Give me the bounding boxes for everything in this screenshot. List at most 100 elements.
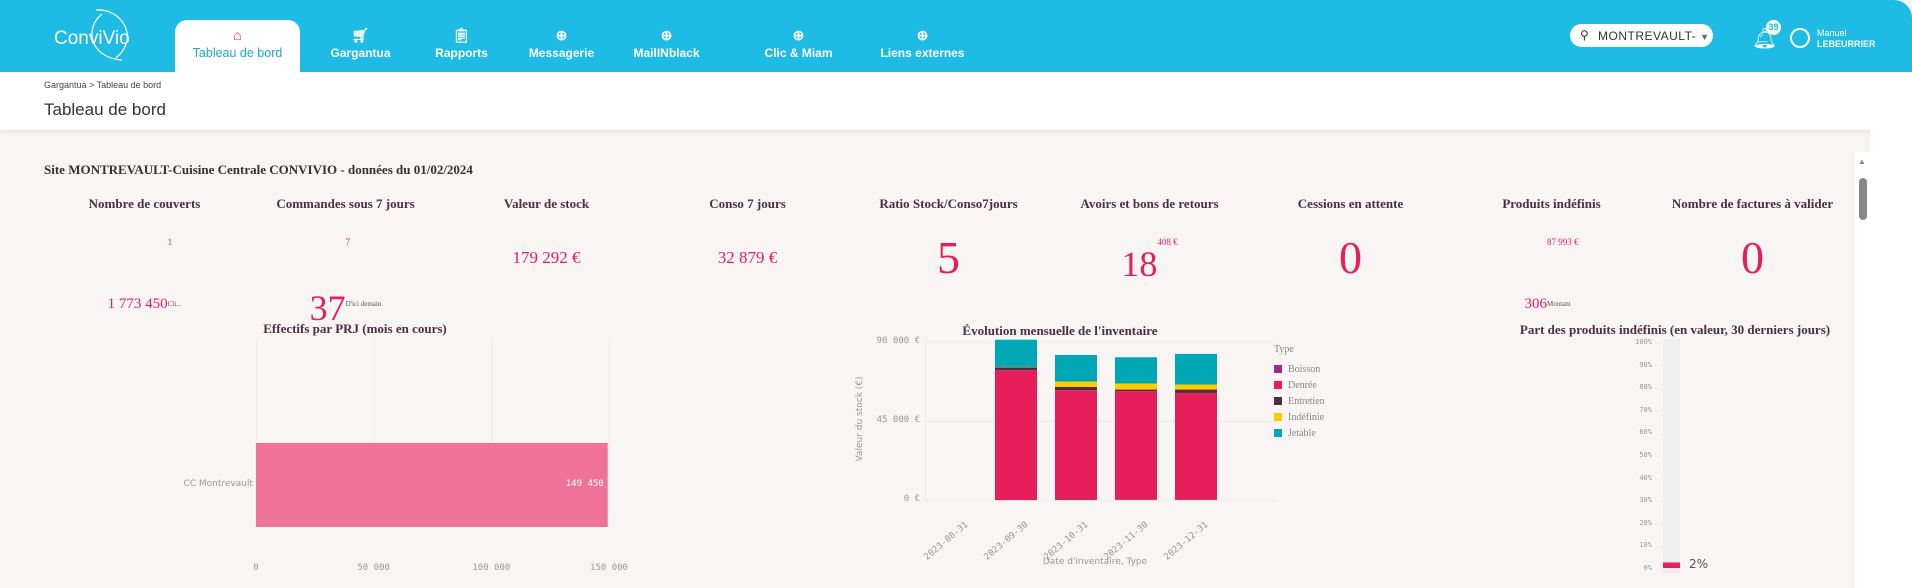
bar-segment-denrée — [995, 370, 1037, 500]
tick — [1655, 456, 1661, 457]
kpi-card[interactable]: Produits indéfinis 306 87 993 € Montant — [1451, 196, 1652, 312]
bar-segment-entretien — [995, 367, 1037, 371]
kpi-value: 18 — [1121, 244, 1158, 284]
kpi-card[interactable]: Valeur de stock 179 292 € — [446, 196, 647, 286]
tick — [1655, 523, 1661, 525]
tick — [1655, 433, 1661, 435]
kpi-sup: 408 € — [1157, 237, 1178, 247]
kpi-value: 0 — [1339, 232, 1362, 283]
y-axis-label: Valeur du stock (€) — [855, 376, 865, 462]
kpi-card[interactable]: Avoirs et bons de retours 18408 € — [1049, 196, 1250, 286]
bar-segment-jetable — [1055, 354, 1097, 382]
tick — [1655, 501, 1661, 503]
bar-value-label: 149 450 — [565, 479, 604, 489]
tab-tableau-de-bord[interactable]: ⌂ Tableau de bord — [175, 20, 300, 72]
kpi-card[interactable]: Conso 7 jours 32 879 € — [647, 196, 848, 286]
legend-item[interactable]: Jetable — [1274, 428, 1316, 439]
gridline — [491, 338, 493, 516]
y-tick-label: 0 € — [903, 494, 920, 504]
home-icon: ⌂ — [233, 27, 242, 43]
user-avatar-icon[interactable] — [1790, 28, 1810, 48]
top-nav: ConviVio ⌂ Tableau de bord 🛒︎ Gargantua 📋︎ Ra… — [0, 0, 1912, 72]
site-title: Site MONTREVAULT-Cuisine Centrale CONVIV… — [44, 162, 473, 177]
tick — [1655, 388, 1661, 390]
page-title: Tableau de bord — [44, 100, 166, 119]
legend-item[interactable]: Boisson — [1274, 364, 1320, 375]
kpi-value: 32 879 € — [717, 248, 778, 267]
tab-liens-externes[interactable]: ⊕ Liens externes — [860, 20, 985, 72]
kpi-sup: 87 993 € — [1547, 237, 1579, 247]
legend-item[interactable]: Entretien — [1274, 396, 1325, 407]
kpi-sub: Cli... — [167, 300, 182, 308]
kpi-value: 306 — [1524, 296, 1548, 312]
tab-messagerie[interactable]: ⊕ Messagerie — [499, 20, 624, 72]
gridline — [925, 500, 1275, 501]
y-tick-label: 0% — [1643, 564, 1652, 572]
kpi-label: Avoirs et bons de retours — [1080, 196, 1219, 211]
cart-icon: 🛒︎ — [351, 27, 370, 43]
kpi-label: Nombre de factures à valider — [1671, 196, 1834, 211]
kpi-label: Nombre de couverts — [88, 196, 201, 211]
tab-clic-miam[interactable]: ⊕ Clic & Miam — [736, 20, 861, 72]
chart-title: Évolution mensuelle de l'inventaire — [962, 323, 1158, 338]
axis-line — [925, 338, 926, 500]
x-tick-label: 0 — [253, 563, 259, 573]
bar-cc-montrevault — [256, 443, 608, 527]
location-pin-icon: ⚲ — [1580, 28, 1590, 42]
y-tick-label: 20% — [1639, 518, 1652, 527]
x-tick-label: 50 000 — [357, 563, 390, 573]
kpi-sub: D'ici demain — [345, 300, 382, 308]
kpi-card[interactable]: Ratio Stock/Conso7jours 5 — [848, 196, 1049, 286]
user-name[interactable]: Manuel LEBEURRIER — [1817, 28, 1876, 49]
bar-segment-denrée — [1115, 391, 1157, 500]
y-tick-label: 45 000 € — [876, 415, 920, 425]
convivio-logo[interactable]: ConviVio — [52, 8, 142, 64]
kpi-card[interactable]: Nombre de couverts 1 773 450 1 Cli... — [44, 196, 245, 312]
tick — [1655, 365, 1661, 367]
site-selector[interactable]: ⚲ MONTREVAULT- ▼ — [1570, 24, 1713, 47]
y-tick-label: 50% — [1639, 451, 1652, 459]
tab-rapports[interactable]: 📋︎ Rapports — [399, 20, 524, 72]
legend-swatch — [1274, 381, 1282, 389]
bar-segment-denrée — [1175, 392, 1217, 500]
tick — [1655, 478, 1661, 480]
legend-title: Type — [1274, 344, 1294, 355]
y-tick-label: 30% — [1639, 496, 1652, 505]
kpi-label: Ratio Stock/Conso7jours — [879, 196, 1018, 211]
kpi-card[interactable]: Commandes sous 7 jours 37 7 D'ici demain — [245, 196, 446, 328]
legend-item[interactable]: Denrée — [1274, 380, 1317, 391]
x-tick-label: 100 000 — [472, 563, 511, 573]
vertical-scrollbar[interactable]: ▲ — [1855, 152, 1870, 588]
right-margin — [1870, 130, 1912, 588]
legend-item[interactable]: Indéfinie — [1274, 412, 1324, 423]
scrollbar-thumb[interactable] — [1859, 178, 1867, 220]
gauge-value-label: 2% — [1689, 557, 1709, 571]
tab-gargantua[interactable]: 🛒︎ Gargantua — [298, 20, 423, 72]
y-tick-label: 100% — [1635, 338, 1652, 346]
kpi-card[interactable]: Nombre de factures à valider 0 — [1652, 196, 1853, 286]
bar-segment-jetable — [995, 339, 1037, 367]
x-tick-label: 150 000 — [590, 563, 628, 573]
kpi-label: Produits indéfinis — [1502, 196, 1601, 211]
tick — [1655, 410, 1661, 412]
kpi-sup: 1 — [167, 237, 173, 247]
scroll-up-icon[interactable]: ▲ — [1858, 157, 1866, 166]
gridline — [925, 342, 1275, 343]
bar-segment-entretien — [1115, 389, 1157, 392]
y-tick-label: 90% — [1639, 360, 1652, 369]
y-tick-label: 70% — [1639, 405, 1652, 414]
legend-swatch — [1274, 413, 1282, 421]
kpi-label: Conso 7 jours — [709, 196, 786, 211]
legend-swatch — [1274, 365, 1282, 373]
bar-segment-indéfinie — [1115, 383, 1157, 390]
breadcrumb[interactable]: Gargantua > Tableau de bord — [44, 80, 162, 90]
tab-mailinblack[interactable]: ⊕ MailINblack — [604, 20, 729, 72]
y-tick-label: 10% — [1639, 541, 1652, 550]
globe-icon: ⊕ — [916, 27, 929, 43]
clipboard-icon: 📋︎ — [452, 27, 471, 43]
kpi-value: 0 — [1741, 232, 1764, 283]
kpi-sub: Montant — [1547, 300, 1571, 308]
page-header: Gargantua > Tableau de bord Tableau de b… — [0, 72, 1912, 130]
kpi-card[interactable]: Cessions en attente 0 — [1250, 196, 1451, 286]
